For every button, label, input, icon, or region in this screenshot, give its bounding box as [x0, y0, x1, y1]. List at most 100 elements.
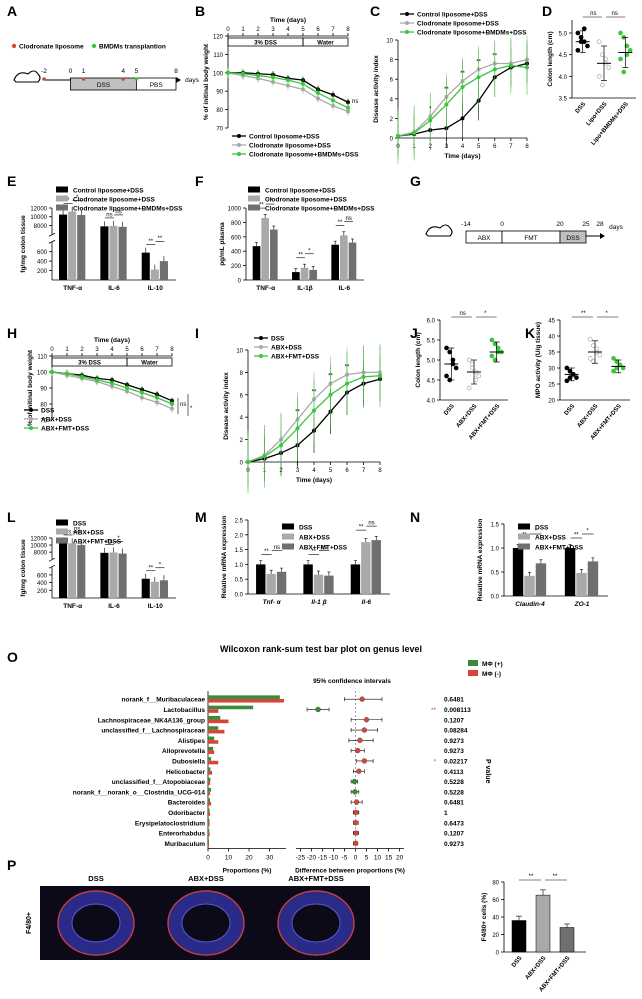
panel-c-legend: Control liposome+DSS Clodronate liposome+…: [400, 12, 527, 37]
category-label: IL-6: [108, 603, 120, 610]
data-point: [567, 368, 573, 374]
y-axis-label: fg/mg colon tissue: [20, 215, 27, 273]
bar-mphi-plus: [208, 829, 210, 833]
bar: [261, 218, 269, 280]
sig-mark: ns: [74, 526, 80, 532]
x-axis-label-left: Proportions (%): [223, 868, 272, 875]
bar: [331, 244, 340, 280]
x-tick-label: -10: [329, 855, 339, 862]
sig-mark: ns: [274, 545, 280, 551]
panel-b-legend: Control liposome+DSS Clodronate liposome+…: [232, 134, 359, 159]
y-tick-label: 80: [40, 403, 47, 409]
y-tick-label: 0.5: [235, 578, 244, 584]
data-point: [328, 392, 333, 397]
sig-mark: **: [476, 59, 481, 65]
x-tick-label: 7: [509, 144, 513, 150]
sig-mark: ns: [459, 311, 465, 317]
sig-mark: **: [312, 389, 317, 395]
y-axis-label: Disease activity index: [373, 55, 380, 123]
y-tick-label: 3.5: [559, 97, 568, 103]
x-tick-label: 5: [365, 855, 369, 862]
difference-point: [359, 696, 365, 702]
x-tick-label: 7: [331, 27, 335, 33]
bar-mphi-plus: [208, 777, 211, 782]
data-point: [301, 87, 305, 92]
legend-swatch: [468, 660, 478, 666]
bar: [524, 575, 535, 596]
legend-marker: [405, 30, 409, 34]
panel-m-legend: DSS ABX+DSS ABX+FMT+DSS: [282, 523, 348, 552]
phase-label-water: Water: [141, 361, 158, 367]
timeline-tick-label: 0: [500, 221, 504, 228]
bar-mphi-plus: [208, 757, 212, 761]
difference-point: [361, 758, 367, 764]
bar: [159, 580, 168, 598]
y-tick-label: 4.0: [427, 399, 436, 405]
timeline-unit: days: [185, 77, 199, 84]
bar: [266, 573, 276, 594]
data-point: [564, 365, 570, 371]
bar: [361, 542, 371, 594]
legend-label: ABX+FMT+DSS: [299, 545, 348, 552]
panel-letter-a: A: [7, 3, 17, 19]
bar: [269, 229, 278, 280]
legend-marker: [405, 12, 409, 16]
data-point: [444, 373, 449, 379]
bar: [77, 545, 86, 598]
x-tick-label: 2: [80, 347, 84, 353]
genus-label: Bacteroides: [168, 800, 206, 807]
category-label: Claudin-4: [515, 601, 545, 608]
legend-label: Clodronate liposome+BMDMs+DSS: [249, 152, 359, 159]
difference-point: [355, 748, 361, 754]
timeline-tick-label: 28: [596, 221, 604, 228]
data-point: [378, 373, 382, 378]
y-tick-label: 10000: [30, 215, 47, 221]
data-point: [596, 73, 602, 79]
bar-mphi-minus: [208, 812, 211, 816]
x-tick-label: -15: [318, 855, 328, 862]
data-point: [575, 30, 581, 36]
phase-label-water: Water: [317, 41, 334, 47]
legend-marker: [259, 345, 263, 349]
legend-label: Clodronate liposome+DSS: [417, 21, 499, 28]
legend-label: Clodronate liposome+BMDMs+DSS: [417, 30, 527, 37]
bar-mphi-minus: [208, 832, 210, 837]
bar: [559, 927, 575, 953]
x-tick-label: 1: [412, 144, 416, 150]
timeline-unit: days: [609, 224, 623, 231]
data-point: [286, 83, 290, 88]
x-tick-label: 0: [354, 855, 358, 862]
legend-label: ABX+DSS: [535, 535, 567, 542]
image-label: ABX+DSS: [188, 874, 224, 883]
legend-marker: [237, 134, 241, 138]
data-point: [600, 52, 605, 58]
difference-point: [353, 799, 360, 805]
bar-mphi-plus: [208, 695, 280, 699]
legend-swatch: [518, 543, 530, 550]
x-tick-label: 1: [65, 347, 69, 353]
x-tick-label: 15: [385, 855, 393, 862]
bar: [59, 542, 68, 598]
panel-b-line-chart: 70 80 90 100 110 1200 1 2 3 4 5 6 7 8 Time (days) % of …: [203, 17, 358, 133]
data-point: [466, 385, 472, 391]
bar: [564, 548, 576, 596]
y-tick-label: 100: [37, 371, 48, 377]
legend-swatch: [56, 519, 68, 526]
y-tick-label: 400: [37, 260, 48, 266]
y-tick-label: 600: [37, 573, 48, 579]
y-tick-label: 8000: [34, 551, 48, 557]
y-tick-label: 1.0: [235, 563, 244, 569]
y-tick-label: 0: [496, 951, 500, 957]
category-label: IL-6: [108, 285, 120, 292]
panel-letter-g: G: [410, 173, 421, 189]
sig-mark: *: [605, 311, 608, 317]
legend-swatch: [282, 533, 294, 540]
legend-label: Control liposome+DSS: [265, 188, 336, 195]
phase-box-water: [302, 37, 349, 47]
bar: [303, 564, 313, 594]
legend-swatch: [248, 195, 260, 202]
difference-point: [357, 737, 363, 743]
